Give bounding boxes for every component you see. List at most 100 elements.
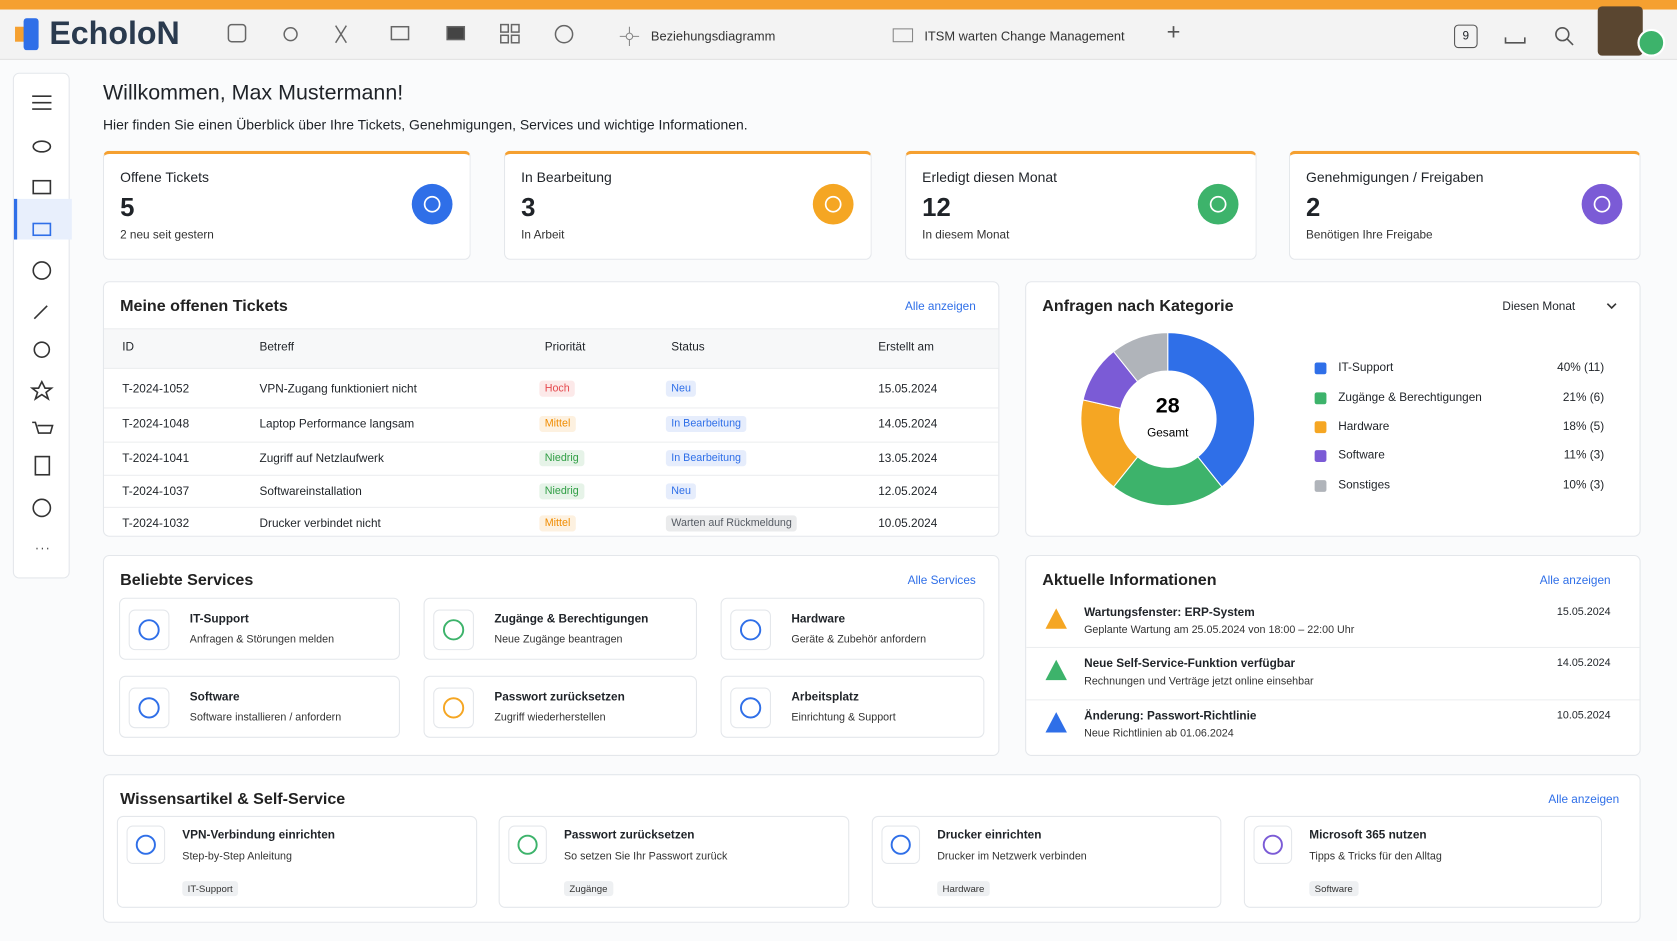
sidebar-icons[interactable] bbox=[29, 84, 57, 565]
tab[interactable]: ITSM warten Change Management bbox=[924, 28, 1125, 44]
article-tag: Software bbox=[1309, 881, 1359, 897]
notification-badge[interactable]: 9 bbox=[1454, 24, 1478, 49]
icon-shape bbox=[890, 834, 911, 855]
ticket-subject: 15.05.2024 bbox=[878, 382, 938, 396]
article-desc: Step-by-Step Anleitung bbox=[182, 851, 292, 863]
icon-shape bbox=[517, 834, 538, 855]
logo bbox=[15, 18, 39, 51]
kpi-card: Offene Tickets 5 2 neu seit gestern bbox=[102, 150, 471, 260]
status-badge: In Bearbeitung bbox=[665, 415, 747, 432]
service-tile[interactable]: Software Software installieren / anforder… bbox=[119, 675, 400, 738]
donut-segment bbox=[1112, 332, 1169, 383]
icon-glyph bbox=[442, 697, 465, 719]
status-indicator bbox=[1637, 28, 1666, 57]
icon-glyph bbox=[517, 834, 538, 855]
priority-badge: Niedrig bbox=[539, 450, 585, 467]
service-tile[interactable]: Zugänge & Berechtigungen Neue Zugänge bea… bbox=[423, 597, 697, 660]
add-tab[interactable]: + bbox=[1166, 18, 1181, 45]
row-divider bbox=[104, 474, 999, 476]
icon-shape bbox=[1262, 834, 1283, 855]
kpi-label: Genehmigungen / Freigaben bbox=[1306, 168, 1484, 185]
article-tile[interactable]: Passwort zurücksetzen So setzen Sie Ihr P… bbox=[498, 815, 850, 908]
legend-label: Zugänge & Berechtigungen bbox=[1338, 391, 1482, 405]
service-icon bbox=[433, 687, 474, 729]
news-title[interactable]: Wartungsfenster: ERP-System bbox=[1084, 606, 1255, 620]
page-title: Willkommen, Max Mustermann! bbox=[102, 81, 404, 105]
article-icon bbox=[881, 825, 921, 864]
status-badge: Warten auf Rückmeldung bbox=[665, 515, 798, 532]
ticket-subject: Laptop Performance langsam bbox=[259, 418, 415, 431]
ticket-id[interactable]: T-2024-1052 bbox=[122, 382, 190, 396]
news-desc: Rechnungen und Verträge jetzt online ein… bbox=[1084, 675, 1314, 688]
service-tile[interactable]: Arbeitsplatz Einrichtung & Support bbox=[720, 675, 985, 738]
article-tag: Zugänge bbox=[564, 881, 613, 897]
dropdown-arrow-shape bbox=[1606, 303, 1617, 310]
dropdown-arrow bbox=[1606, 303, 1617, 310]
card-link[interactable]: Alle anzeigen bbox=[1548, 793, 1620, 807]
legend-value: 11% (3) bbox=[1563, 449, 1605, 462]
news-title[interactable]: Änderung: Passwort-Richtlinie bbox=[1084, 710, 1257, 723]
ticket-subject: Zugriff auf Netzlaufwerk bbox=[259, 452, 384, 466]
article-tile[interactable]: Microsoft 365 nutzen Tipps & Tricks für d… bbox=[1243, 815, 1603, 908]
kpi-note: In diesem Monat bbox=[922, 228, 1010, 242]
ticket-id[interactable]: T-2024-1048 bbox=[122, 418, 190, 431]
card-title: Wissensartikel & Self-Service bbox=[120, 790, 346, 809]
news-desc: Geplante Wartung am 25.05.2024 von 18:00… bbox=[1084, 624, 1355, 637]
ticket-id[interactable]: T-2024-1037 bbox=[122, 485, 190, 499]
kpi-card: Genehmigungen / Freigaben 2 Benötigen Ihre… bbox=[1288, 150, 1641, 260]
header-actions[interactable] bbox=[1501, 25, 1587, 49]
page-subtitle: Hier finden Sie einen Überblick über Ihr… bbox=[102, 116, 748, 133]
card-title: Beliebte Services bbox=[120, 571, 254, 590]
kpi-glyph-shape bbox=[423, 195, 441, 213]
news-title[interactable]: Neue Self-Service-Funktion verfügbar bbox=[1084, 657, 1296, 671]
legend-value: 21% (6) bbox=[1562, 391, 1605, 405]
user-avatar[interactable] bbox=[1597, 6, 1643, 56]
priority-badge: Hoch bbox=[539, 380, 576, 397]
icon-shape bbox=[739, 619, 762, 641]
ticket-id[interactable]: T-2024-1041 bbox=[122, 452, 190, 466]
service-tile[interactable]: IT-Support Anfragen & Störungen melden bbox=[119, 597, 400, 660]
donut: 28 Gesamt bbox=[1080, 332, 1256, 507]
kpi-icon bbox=[411, 183, 453, 225]
service-tile[interactable]: Hardware Geräte & Zubehör anfordern bbox=[720, 597, 985, 660]
service-desc: Anfragen & Störungen melden bbox=[189, 634, 335, 646]
kpi-card: In Bearbeitung 3 In Arbeit bbox=[503, 150, 872, 260]
icon-shape bbox=[138, 697, 160, 719]
knowledge-card: Wissensartikel & Self-Service Alle anzeig… bbox=[102, 774, 1641, 923]
legend-label: IT-Support bbox=[1338, 361, 1394, 375]
article-icon bbox=[508, 825, 547, 864]
article-tile[interactable]: VPN-Verbindung einrichten Step-by-Step An… bbox=[116, 815, 478, 908]
legend-value: 10% (3) bbox=[1562, 479, 1605, 492]
card-title: Anfragen nach Kategorie bbox=[1042, 297, 1234, 316]
card-link[interactable]: Alle Services bbox=[907, 574, 976, 588]
kpi-glyph bbox=[1209, 195, 1227, 213]
toolbar-icons[interactable] bbox=[220, 20, 606, 48]
legend-swatch bbox=[1314, 450, 1327, 462]
news-date: 15.05.2024 bbox=[1556, 606, 1611, 619]
kpi-glyph bbox=[423, 195, 441, 213]
icon-shape bbox=[442, 619, 465, 641]
ticket-id[interactable]: T-2024-1032 bbox=[122, 517, 190, 531]
tab[interactable]: Beziehungsdiagramm bbox=[650, 28, 776, 44]
kpi-glyph-shape bbox=[824, 195, 842, 213]
status-badge: In Bearbeitung bbox=[665, 450, 747, 467]
service-icon bbox=[730, 687, 771, 729]
article-icon bbox=[1253, 825, 1293, 864]
article-tile[interactable]: Drucker einrichten Drucker im Netzwerk ve… bbox=[871, 815, 1222, 908]
card-link[interactable]: Alle anzeigen bbox=[1539, 574, 1611, 588]
service-tile[interactable]: Passwort zurücksetzen Zugriff wiederherst… bbox=[423, 675, 697, 738]
icon-shape bbox=[442, 697, 465, 719]
topbar: EcholoN Beziehungsdiagramm ITSM warten C… bbox=[0, 6, 1677, 60]
ticket-subject: 12.05.2024 bbox=[878, 485, 938, 499]
ticket-subject: 14.05.2024 bbox=[878, 418, 938, 431]
period-select[interactable]: Diesen Monat bbox=[1502, 300, 1576, 314]
news-icon bbox=[1045, 712, 1067, 733]
legend-swatch bbox=[1314, 421, 1327, 434]
column-header: ID bbox=[122, 341, 135, 354]
legend-label: Software bbox=[1338, 449, 1385, 462]
ticket-subject: Drucker verbindet nicht bbox=[259, 517, 381, 531]
service-icon bbox=[433, 609, 474, 651]
legend-value: 40% (11) bbox=[1557, 361, 1605, 375]
card-link[interactable]: Alle anzeigen bbox=[904, 300, 976, 314]
